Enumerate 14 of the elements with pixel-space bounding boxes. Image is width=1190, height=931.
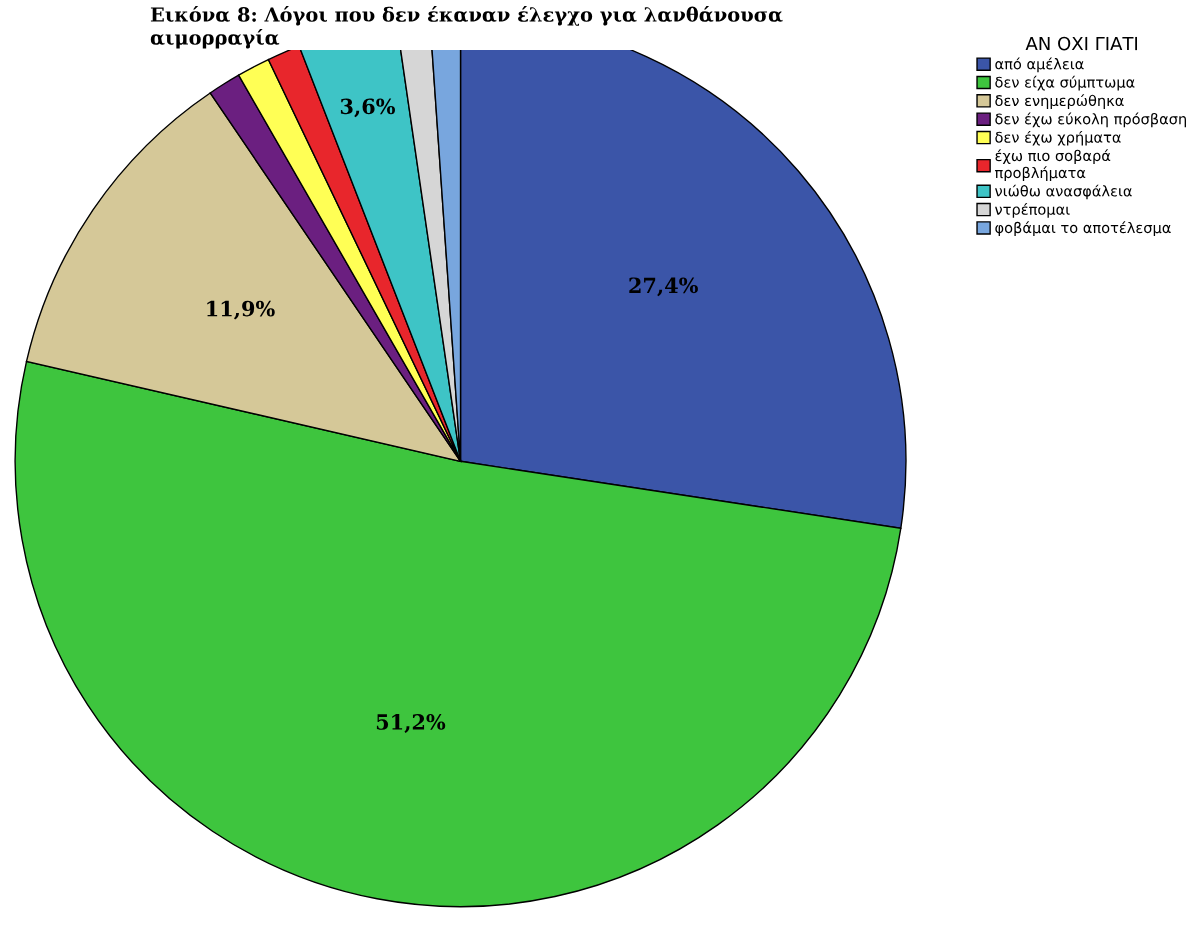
legend-label: ντρέπομαι <box>995 202 1070 218</box>
legend-label: φοβάμαι το αποτέλεσμα <box>995 221 1171 237</box>
chart-title: Εικόνα 8: Λόγοι που δεν έκαναν έλεγχο για λανθάνουσα αιμορραγία <box>150 6 783 49</box>
legend-title: ΑΝ ΟΧΙ ΓΙΑΤΙ <box>1025 36 1138 51</box>
data-label: 11,9% <box>207 300 275 320</box>
legend-label: από αμέλεια <box>995 57 1084 73</box>
data-label: 3,6% <box>340 98 395 118</box>
legend-label: δεν έχω χρήματα <box>995 130 1121 146</box>
legend-label: δεν έχω εύκολη πρόσβαση <box>995 112 1186 128</box>
data-label: 27,4% <box>629 277 698 297</box>
legend-label: δεν ενημερώθηκα <box>995 94 1124 109</box>
data-label: 51,2% <box>376 714 446 733</box>
legend-label: νιώθω ανασφάλεια <box>995 184 1132 200</box>
legend-label: δεν είχα σύμπτωμα <box>995 75 1135 91</box>
